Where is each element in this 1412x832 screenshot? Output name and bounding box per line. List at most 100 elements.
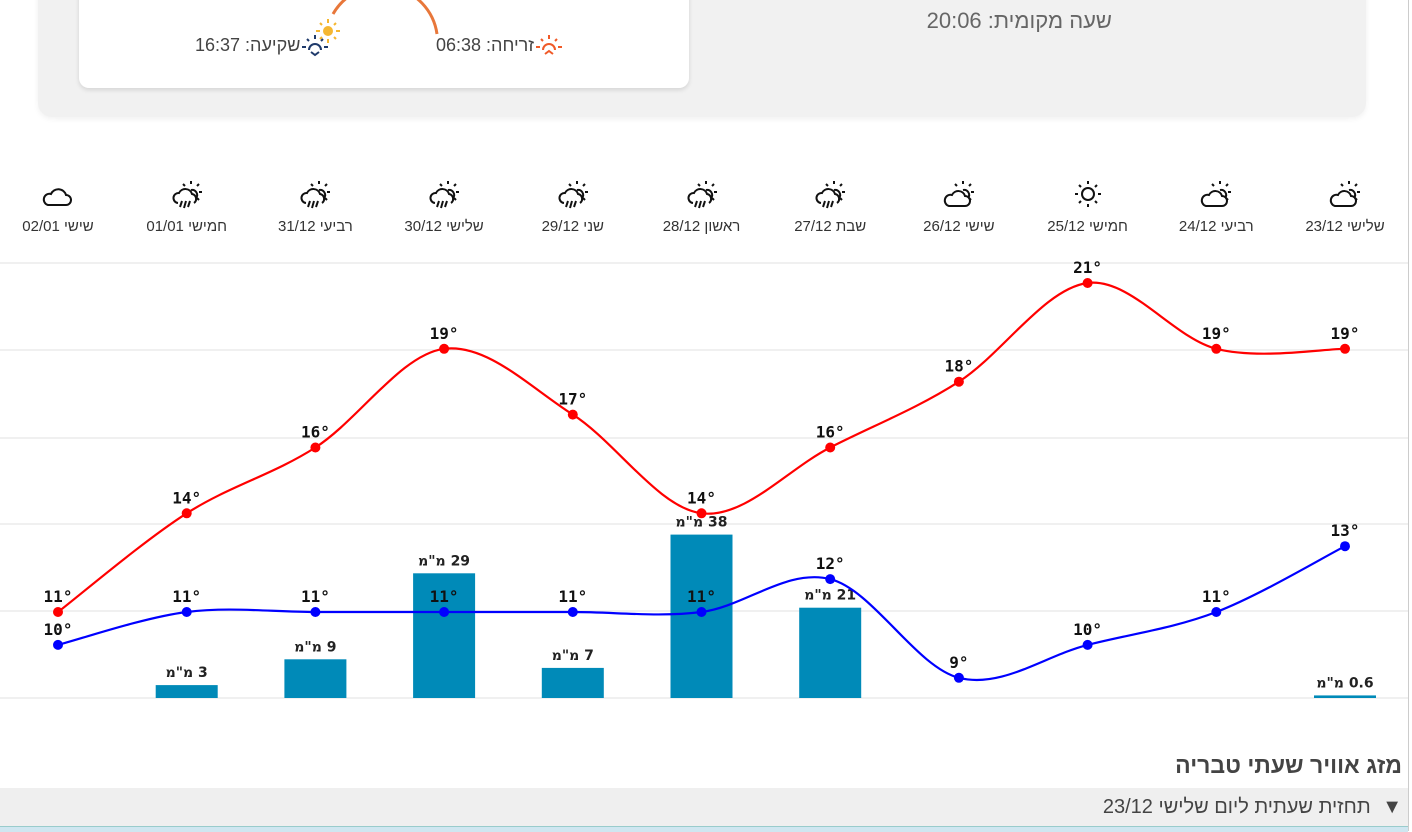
hourly-panel-edge [0, 826, 1408, 832]
high-temp-label: 14° [687, 488, 716, 507]
rain-bar [541, 667, 604, 698]
high-temp-point [953, 376, 964, 387]
rain-label: 21 מ"מ [804, 588, 856, 604]
low-temp-line [57, 545, 1346, 682]
partly-cloudy-icon [1201, 181, 1232, 207]
high-temp-label: 21° [1073, 258, 1102, 277]
cloud-icon [42, 188, 72, 206]
low-temp-label: 11° [301, 587, 330, 606]
rain-label: 7 מ"מ [552, 648, 594, 664]
low-temp-label: 11° [430, 587, 459, 606]
day-item[interactable]: רביעי 24/12 [1156, 178, 1276, 235]
day-item[interactable]: שני 29/12 [513, 178, 633, 235]
rain-label: 0.6 מ"מ [1316, 675, 1373, 691]
page-edge [1408, 0, 1409, 831]
high-temp-label: 19° [1331, 324, 1360, 343]
low-temp-label: 11° [172, 587, 201, 606]
day-item[interactable]: שישי 26/12 [899, 178, 1019, 235]
day-label: חמישי 01/01 [146, 218, 227, 235]
rain-sun-icon [429, 181, 460, 209]
day-label: רביעי 24/12 [1178, 218, 1254, 235]
high-temp-label: 16° [816, 423, 845, 442]
rain-bar [155, 685, 218, 698]
high-temp-point [567, 409, 578, 420]
rain-label: 3 מ"מ [166, 665, 208, 681]
low-temp-point [1340, 541, 1350, 552]
day-label: רביעי 31/12 [278, 218, 353, 235]
sunrise-info: זריחה: 06:38 [436, 32, 564, 58]
high-temp-label: 18° [944, 357, 973, 376]
low-temp-label: 11° [687, 587, 716, 606]
low-temp-label: 13° [1331, 521, 1360, 540]
temperature-rain-chart: 0.6 מ"מ 21 מ"מ 38 מ"מ 7 מ"מ 29 מ"מ 9 מ"מ 3 מ"מ… [0, 258, 1408, 699]
rain-bar [413, 573, 476, 698]
high-temp-point [696, 508, 707, 519]
hourly-forecast-toggle[interactable]: ▼ תחזית שעתית ליום שלישי 23/12 [0, 788, 1408, 826]
high-temp-point [1340, 343, 1350, 354]
rain-label: 29 מ"מ [418, 553, 470, 569]
high-temp-point [310, 442, 321, 453]
high-temp-point [1082, 278, 1093, 288]
day-label: שישי 26/12 [923, 218, 995, 235]
partly-cloudy-icon [943, 181, 974, 207]
rain-sun-icon [558, 181, 588, 209]
high-temp-label: 19° [1202, 324, 1231, 343]
low-temp-point [953, 672, 964, 683]
low-temp-label: 12° [816, 554, 845, 573]
day-label: חמישי 25/12 [1047, 218, 1128, 235]
day-label: שלישי 23/12 [1305, 218, 1385, 235]
low-temp-point [825, 574, 836, 585]
sun-position-icon [316, 19, 340, 43]
low-temp-point [310, 607, 321, 617]
high-temp-point [181, 508, 192, 519]
day-label: ראשון 28/12 [662, 218, 741, 235]
rain-bar [284, 659, 347, 698]
high-temp-point [53, 607, 63, 617]
day-item[interactable]: חמישי 25/12 [1028, 178, 1148, 235]
day-item[interactable]: שלישי 30/12 [384, 178, 504, 235]
day-item[interactable]: רביעי 31/12 [255, 178, 375, 235]
day-item[interactable]: שלישי 23/12 [1285, 178, 1405, 235]
sunset-icon [302, 35, 329, 57]
low-temp-label: 10° [1073, 620, 1102, 639]
low-temp-label: 9° [949, 653, 968, 672]
sunset-info: שקיעה: 16:37 [195, 32, 330, 58]
rain-sun-icon [686, 181, 717, 209]
local-time: שעה מקומית: 20:06 [926, 8, 1112, 33]
high-temp-point [439, 343, 450, 354]
high-temp-point [1211, 343, 1222, 354]
low-temp-point [696, 607, 707, 617]
high-temp-label: 17° [558, 390, 587, 409]
sunrise-icon [536, 35, 563, 55]
low-temp-point [53, 639, 63, 650]
rain-label: 38 מ"מ [676, 515, 728, 531]
sun-icon [1074, 181, 1101, 207]
high-temp-label: 11° [44, 587, 73, 606]
day-label: שבת 27/12 [794, 218, 867, 235]
day-label: שלישי 30/12 [404, 218, 484, 235]
sun-card: זריחה: 06:38 שקיעה: 16:37 [79, 0, 689, 88]
rain-sun-icon [300, 181, 331, 209]
day-item[interactable]: חמישי 01/01 [127, 178, 247, 235]
rain-sun-icon [172, 181, 202, 209]
sun-arc [316, 0, 439, 43]
day-item[interactable]: שישי 02/01 [0, 178, 118, 235]
high-temp-label: 14° [172, 488, 201, 507]
high-temp-label: 16° [301, 423, 330, 442]
hourly-toggle-label: תחזית שעתית ליום שלישי 23/12 [1102, 796, 1371, 818]
rain-label: 9 מ"מ [294, 639, 336, 655]
day-item[interactable]: ראשון 28/12 [642, 178, 762, 235]
high-temp-label: 19° [430, 324, 459, 343]
day-item[interactable]: שבת 27/12 [770, 178, 890, 235]
hourly-section-title: מזג אוויר שעתי טבריה [1175, 752, 1402, 778]
low-temp-point [567, 607, 578, 617]
daily-forecast-row: שלישי 23/12 רביעי 24/12 חמישי 25/12 שישי 26… [0, 178, 1412, 248]
low-temp-point [1082, 639, 1093, 650]
triangle-down-icon: ▼ [1382, 796, 1402, 818]
partly-cloudy-icon [1329, 181, 1360, 207]
day-label: שישי 02/01 [22, 218, 94, 235]
day-label: שני 29/12 [541, 218, 604, 235]
low-temp-point [181, 607, 192, 617]
rain-sun-icon [815, 181, 846, 209]
rain-bar [1314, 695, 1376, 698]
